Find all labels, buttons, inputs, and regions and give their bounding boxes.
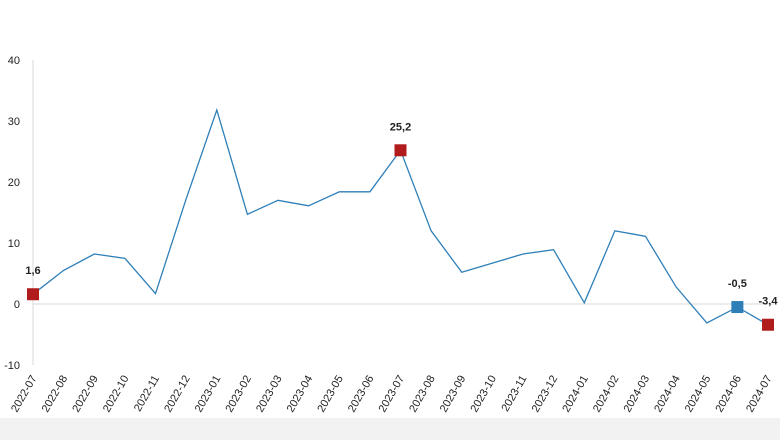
- highlight-marker: [394, 144, 407, 157]
- x-tick-label: 2024-06: [713, 374, 744, 415]
- x-tick-label: 2024-05: [683, 374, 714, 415]
- x-tick-label: 2023-12: [530, 374, 561, 415]
- x-tick-label: 2024-03: [622, 374, 653, 415]
- x-tick-label: 2024-04: [652, 374, 683, 415]
- x-tick-label: 2023-08: [407, 374, 438, 415]
- data-label: -0,5: [728, 278, 747, 290]
- highlight-marker: [731, 301, 744, 314]
- y-tick-label: -10: [4, 360, 20, 372]
- x-tick-label: 2023-11: [499, 374, 529, 414]
- x-tick-label: 2022-10: [101, 374, 132, 415]
- data-label: -3,4: [759, 296, 779, 308]
- x-tick-label: 2023-07: [377, 374, 408, 415]
- x-tick-label: 2023-04: [285, 374, 316, 415]
- x-tick-label: 2022-11: [132, 374, 162, 414]
- x-tick-label: 2022-12: [162, 374, 193, 415]
- highlight-marker: [762, 318, 774, 331]
- x-tick-label: 2024-02: [591, 374, 622, 415]
- x-tick-label: 2023-05: [315, 374, 346, 415]
- y-tick-label: 20: [8, 177, 20, 189]
- x-tick-label: 2024-01: [560, 374, 591, 415]
- data-label: 1,6: [25, 265, 40, 277]
- x-tick-label: 2023-02: [223, 374, 254, 415]
- series-line: [32, 107, 769, 326]
- x-tick-label: 2023-10: [468, 374, 499, 415]
- y-tick-label: 0: [14, 299, 20, 311]
- x-tick-label: 2023-03: [254, 374, 285, 415]
- x-tick-label: 2023-09: [438, 374, 469, 415]
- x-tick-label: 2023-01: [193, 374, 224, 415]
- bottom-strip: [0, 418, 780, 440]
- x-tick-label: 2023-06: [346, 374, 377, 415]
- x-tick-label: 2024-07: [744, 374, 775, 415]
- y-tick-label: 40: [8, 55, 20, 67]
- highlight-marker: [27, 288, 39, 301]
- y-tick-label: 30: [8, 116, 20, 128]
- y-tick-label: 10: [8, 238, 20, 250]
- x-tick-label: 2022-09: [70, 374, 101, 415]
- data-label: 25,2: [390, 121, 411, 133]
- x-tick-label: 2022-07: [9, 374, 40, 415]
- x-tick-label: 2022-08: [40, 374, 71, 415]
